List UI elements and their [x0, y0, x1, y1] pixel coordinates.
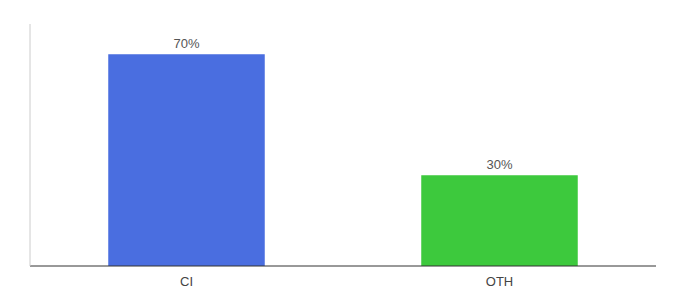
data-label: 30%	[486, 157, 512, 172]
x-tick-label: OTH	[486, 274, 513, 289]
y-axis-line	[30, 24, 31, 266]
chart-svg: 70% CI 30% OTH	[0, 0, 680, 300]
bar	[108, 54, 265, 266]
chart-container: 70% CI 30% OTH	[0, 0, 680, 300]
data-label: 70%	[173, 36, 199, 51]
bars	[108, 54, 578, 266]
x-axis-line	[30, 266, 656, 267]
bar	[421, 175, 578, 266]
x-tick-label: CI	[180, 274, 193, 289]
